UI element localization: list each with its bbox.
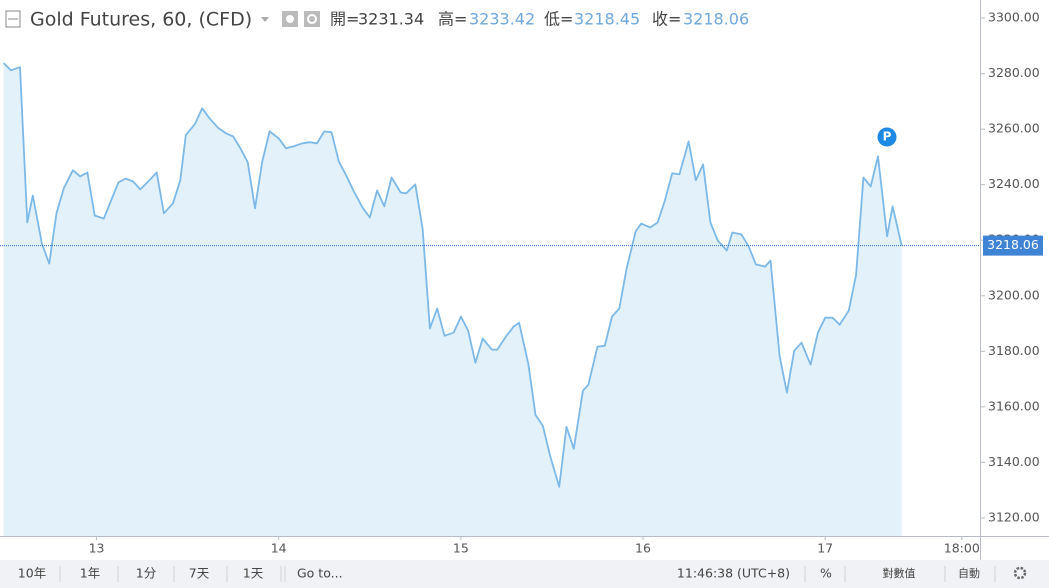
toolbar [0,560,1049,588]
symbol-title: Gold Futures, 60, (CFD) [30,9,252,31]
x-tick-label: 17 [817,541,833,556]
x-tick-label: 16 [635,541,651,556]
y-tick-label: 3160.00 [988,398,1040,413]
x-tick-label: 15 [453,541,469,556]
settings-icon[interactable] [304,11,320,27]
annotation-text: P [883,130,892,144]
y-tick-label: 3120.00 [988,509,1040,524]
low-label: 低= [544,10,573,29]
low-value: 3218.45 [574,10,640,29]
dropdown-icon[interactable] [261,17,269,22]
log-button[interactable]: 對數值 [883,566,916,580]
close-label: 收= [652,10,681,29]
y-tick-label: 3300.00 [988,10,1040,25]
range-button[interactable]: 7天 [189,566,210,581]
open-value: 3231.34 [358,10,424,29]
eye-icon-dot [286,15,294,23]
price-line [2,62,903,488]
area-fill [3,63,902,536]
y-tick-label: 3240.00 [988,176,1040,191]
y-tick-label: 3280.00 [988,65,1040,80]
y-tick-label: 3200.00 [988,287,1040,302]
high-value: 3233.42 [469,10,535,29]
auto-button[interactable]: 自動 [958,566,980,580]
x-tick-label: 18:00 [944,541,980,556]
y-tick-label: 3180.00 [988,343,1040,358]
range-button[interactable]: 1天 [243,566,264,581]
close-value: 3218.06 [683,10,749,29]
percent-button[interactable]: % [820,566,832,581]
x-tick-label: 13 [89,541,105,556]
last-price-box [983,235,1043,256]
goto-button[interactable]: Go to... [297,566,343,581]
annotation-badge[interactable] [877,127,897,147]
x-tick-label: 14 [271,541,287,556]
settings-button[interactable] [1013,566,1027,580]
open-label: 開= [330,10,359,29]
hide-icon[interactable] [5,10,21,28]
settings-icon-gear [307,14,317,24]
y-tick-label: 3140.00 [988,454,1040,469]
range-button[interactable]: 10年 [18,566,46,581]
range-button[interactable]: 1年 [80,566,100,581]
y-tick-label: 3260.00 [988,121,1040,136]
high-label: 高= [438,10,467,29]
range-button[interactable]: 1分 [136,566,156,581]
clock: 11:46:38 (UTC+8) [677,566,790,581]
last-price-label: 3218.06 [987,237,1039,252]
plot-area [0,62,980,536]
range-buttons: 10年 1年 1分 7天 1天 [18,566,282,582]
